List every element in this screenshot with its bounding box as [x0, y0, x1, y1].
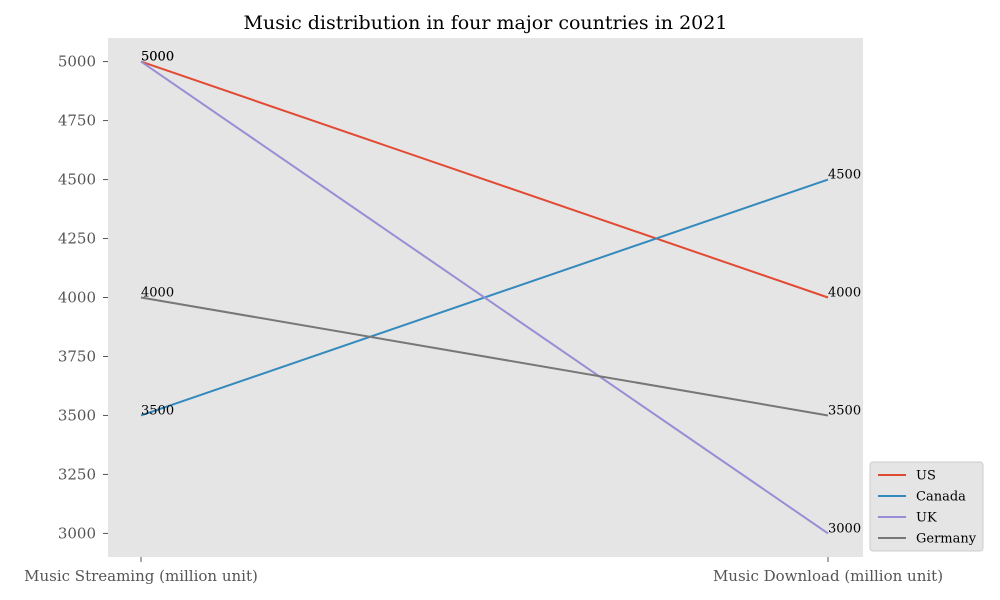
data-label: 4000: [141, 286, 174, 301]
data-label: 3000: [828, 521, 861, 536]
x-tick-label: Music Download (million unit): [713, 567, 943, 585]
legend-label: Germany: [916, 532, 977, 547]
y-tick-label: 3250: [58, 465, 96, 483]
series-lines: [140, 60, 829, 535]
y-tick-label: 4000: [58, 289, 96, 307]
data-label: 3500: [828, 403, 861, 418]
data-label: 5000: [141, 50, 174, 65]
data-label: 4500: [828, 168, 861, 183]
y-tick-label: 4500: [58, 171, 96, 189]
series-line-us: [140, 60, 829, 299]
y-tick-label: 3750: [58, 347, 96, 365]
series-line-germany: [140, 296, 829, 417]
y-tick-label: 4750: [58, 112, 96, 130]
legend: US Canada UK Germany: [869, 461, 984, 552]
legend-label: Canada: [916, 490, 966, 505]
chart-title: Music distribution in four major countri…: [244, 12, 728, 34]
legend-box: [869, 461, 984, 552]
legend-label: US: [916, 469, 936, 484]
data-label: 4000: [828, 286, 861, 301]
y-tick-label: 5000: [58, 53, 96, 71]
x-tick-label: Music Streaming (million unit): [24, 567, 258, 585]
y-tick-label: 4250: [58, 230, 96, 248]
y-tick-label: 3500: [58, 406, 96, 424]
y-tick-label: 3000: [58, 524, 96, 542]
y-axis: 3000 3250 3500 3750 4000 4250 4500 4750 5000: [58, 53, 108, 542]
data-label: 5000: [141, 50, 174, 65]
x-axis: Music Streaming (million unit) Music Down…: [24, 557, 943, 585]
series-line-uk: [140, 60, 829, 535]
data-label: 3500: [141, 403, 174, 418]
legend-label: UK: [916, 511, 937, 526]
